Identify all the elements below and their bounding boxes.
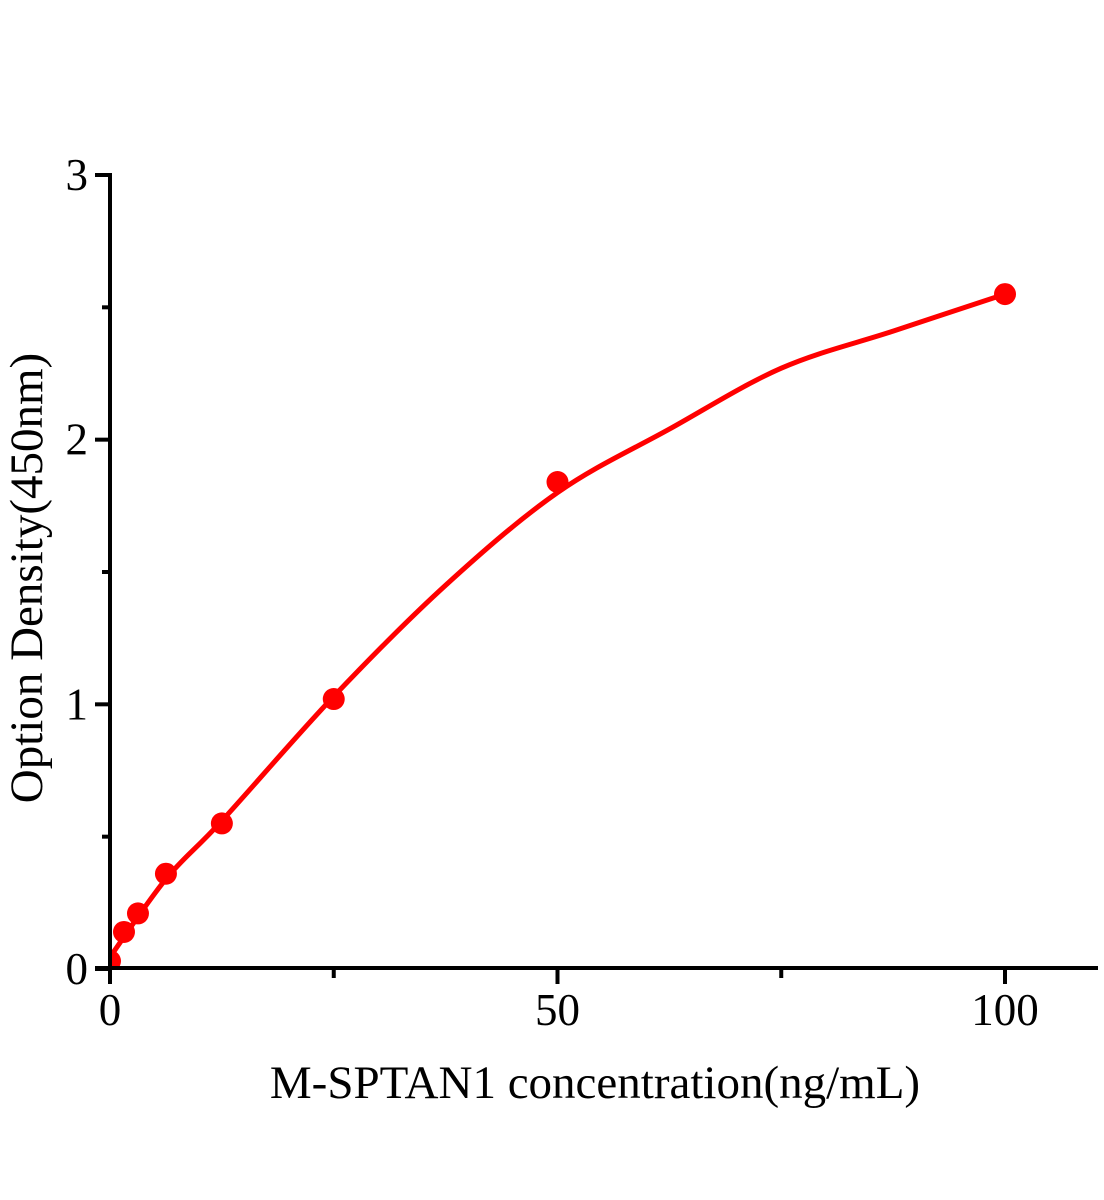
data-point — [546, 471, 569, 494]
axes-layer: 0 50 100 0 1 2 3 — [66, 150, 1098, 1035]
x-tick-label: 100 — [971, 985, 1039, 1035]
fit-curve-line — [108, 291, 1008, 960]
y-tick-label: 2 — [66, 415, 89, 465]
data-point — [322, 688, 345, 711]
data-point — [126, 902, 149, 925]
y-axis-title: Option Density(450nm) — [1, 353, 53, 803]
y-tick-label: 0 — [66, 944, 89, 994]
y-tick-label: 1 — [66, 679, 89, 729]
data-point — [210, 812, 233, 835]
x-tick-label: 0 — [99, 985, 122, 1035]
x-axis-title: M-SPTAN1 concentration(ng/mL) — [270, 1057, 920, 1109]
y-tick-label: 3 — [66, 150, 89, 200]
data-point — [994, 283, 1016, 306]
data-point — [154, 862, 177, 885]
x-tick-label: 50 — [535, 985, 580, 1035]
series-layer — [108, 283, 1016, 969]
data-point — [112, 920, 135, 943]
